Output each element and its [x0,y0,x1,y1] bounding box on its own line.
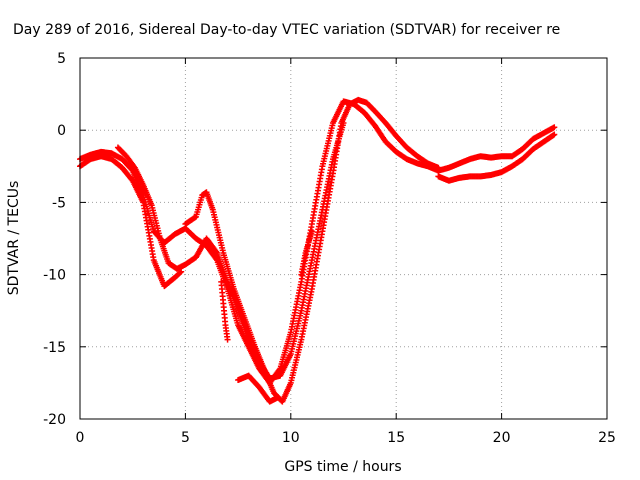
chart-title: Day 289 of 2016, Sidereal Day-to-day VTE… [13,22,560,38]
x-tick-label: 15 [387,430,405,446]
data-point [177,269,184,276]
x-tick-label: 20 [493,430,511,446]
x-tick-label: 10 [282,430,300,446]
data-point [224,336,231,343]
y-tick-label: -15 [43,340,66,356]
data-point [275,394,282,401]
x-axis-label: GPS time / hours [284,459,401,475]
y-tick-label: 5 [57,51,66,67]
x-tick-label: 0 [76,430,85,446]
y-axis-label: SDTVAR / TECUs [6,181,22,296]
x-axis-ticks: 0 5 10 15 20 25 [76,58,616,446]
x-tick-label: 25 [598,430,616,446]
data-point [435,164,442,171]
data-point [308,228,315,235]
y-tick-label: -5 [52,195,66,211]
y-axis-ticks: -20 -15 -10 -5 0 5 [43,51,607,428]
y-tick-label: 0 [57,123,66,139]
data-points [77,96,558,405]
data-point [178,268,185,275]
y-tick-label: -20 [43,412,66,428]
data-point [551,131,558,138]
plot-frame [79,57,608,420]
x-tick-label: 5 [181,430,190,446]
data-point [213,248,220,255]
data-point [551,124,558,131]
y-tick-label: -10 [43,268,66,284]
